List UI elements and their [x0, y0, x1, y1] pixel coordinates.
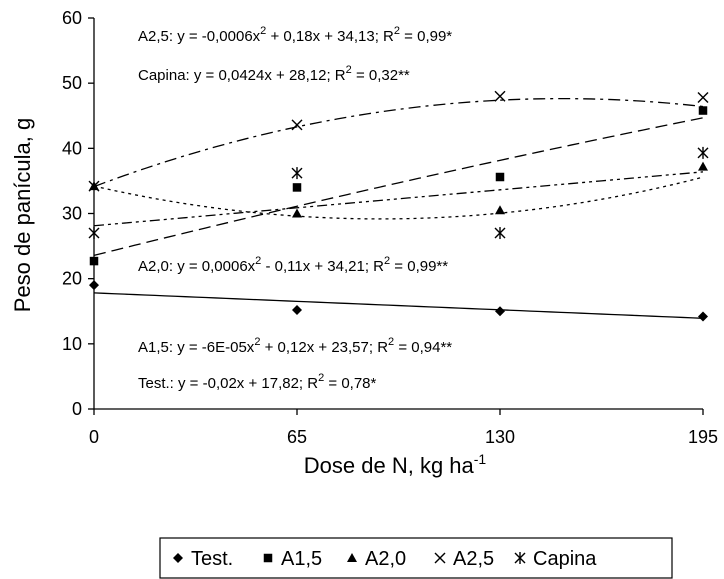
trend-line — [93, 97, 704, 188]
point-marker-x — [494, 90, 506, 102]
point-marker-triangle — [347, 553, 357, 562]
square-shape — [698, 106, 708, 115]
regression-equations: A2,5: y = -0,0006x2 + 0,18x + 34,13; R2 … — [138, 25, 452, 392]
x-tick-label: 195 — [688, 427, 718, 447]
y-tick-label: 30 — [62, 204, 82, 224]
x-stroke — [494, 90, 506, 102]
point-marker-square — [495, 172, 505, 182]
point-marker-diamond — [173, 553, 183, 563]
trend-line — [93, 176, 704, 220]
point-marker-asterisk — [514, 552, 526, 564]
square-shape — [495, 172, 505, 182]
point-marker-diamond — [698, 311, 708, 322]
diamond-shape — [292, 304, 302, 315]
trend-line — [93, 171, 704, 227]
x-stroke — [291, 119, 303, 131]
square-shape — [89, 256, 99, 266]
point-marker-triangle — [495, 205, 505, 215]
point-marker-x — [697, 92, 709, 103]
regression-equation: Capina: y = 0,0424x + 28,12; R2 = 0,32** — [138, 64, 410, 84]
legend-label: Capina — [533, 548, 597, 570]
tick-labels: 0 10 20 30 40 50 60 0 65 130 195 — [62, 8, 718, 447]
legend: Test. A1,5 A2,0 A2,5 Capina — [173, 548, 597, 570]
triangle-shape — [495, 205, 505, 215]
legend-box — [159, 537, 673, 579]
data-points — [88, 90, 709, 322]
y-tick-label: 40 — [62, 138, 82, 158]
y-axis-title: Peso de panícula, g — [10, 118, 35, 312]
x-stroke — [88, 180, 100, 192]
point-marker-triangle — [698, 161, 708, 171]
x-tick-label: 65 — [287, 427, 307, 447]
regression-equation: A2,5: y = -0,0006x2 + 0,18x + 34,13; R2 … — [138, 25, 452, 45]
trend-line — [93, 292, 704, 319]
square-shape — [292, 183, 302, 192]
axes — [88, 17, 704, 415]
point-marker-asterisk — [697, 146, 709, 159]
point-marker-asterisk — [88, 227, 100, 240]
legend-label: A2,0 — [365, 548, 406, 570]
point-marker-square — [89, 256, 99, 266]
triangle-shape — [292, 208, 302, 218]
y-tick-label: 0 — [72, 399, 82, 419]
square-shape — [263, 553, 273, 563]
regression-equation: A2,0: y = 0,0006x2 - 0,11x + 34,21; R2 =… — [138, 255, 448, 275]
y-tick-label: 20 — [62, 269, 82, 289]
y-tick-label: 50 — [62, 73, 82, 93]
legend-label: A1,5 — [281, 548, 322, 570]
point-marker-x — [291, 119, 303, 131]
trend-lines — [93, 97, 704, 319]
trend-line — [93, 117, 704, 257]
point-marker-asterisk — [291, 167, 303, 180]
triangle-shape — [347, 553, 357, 562]
point-marker-square — [263, 553, 273, 563]
diamond-shape — [495, 306, 505, 317]
diamond-shape — [89, 280, 99, 291]
x-stroke — [697, 92, 709, 103]
legend-label: A2,5 — [453, 548, 494, 570]
point-marker-asterisk — [494, 227, 506, 240]
x-stroke — [434, 552, 446, 564]
triangle-shape — [698, 161, 708, 171]
point-marker-square — [698, 106, 708, 115]
diamond-shape — [173, 553, 183, 563]
point-marker-x — [88, 180, 100, 192]
point-marker-triangle — [292, 208, 302, 218]
legend-label: Test. — [191, 548, 233, 570]
diamond-shape — [698, 311, 708, 322]
point-marker-diamond — [292, 304, 302, 315]
x-tick-label: 0 — [89, 427, 99, 447]
point-marker-square — [292, 183, 302, 192]
regression-equation: A1,5: y = -6E-05x2 + 0,12x + 23,57; R2 =… — [138, 336, 452, 356]
point-marker-diamond — [89, 280, 99, 291]
point-marker-x — [434, 552, 446, 564]
regression-equation: Test.: y = -0,02x + 17,82; R2 = 0,78* — [138, 372, 377, 392]
x-tick-label: 130 — [485, 427, 515, 447]
y-tick-label: 60 — [62, 8, 82, 28]
point-marker-diamond — [495, 306, 505, 317]
y-tick-label: 10 — [62, 334, 82, 354]
x-axis-title: Dose de N, kg ha-1 — [304, 451, 487, 478]
